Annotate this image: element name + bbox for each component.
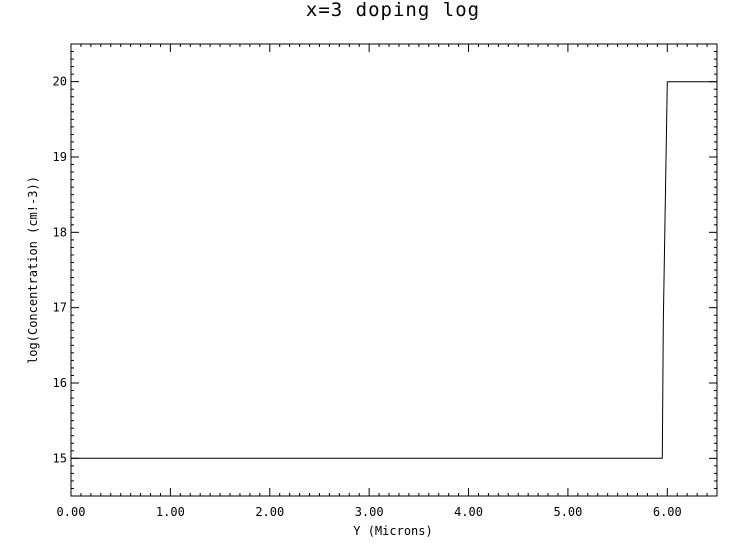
y-axis-label: log(Concentration (cm!-3)) (26, 176, 40, 364)
x-tick-label: 3.00 (355, 505, 384, 519)
x-tick-label: 4.00 (454, 505, 483, 519)
x-tick-label: 0.00 (57, 505, 86, 519)
axis-ticks (70, 43, 718, 497)
x-tick-labels: 0.00 1.00 2.00 3.00 4.00 5.00 6.00 (57, 505, 682, 519)
y-tick-label: 18 (53, 225, 67, 239)
x-tick-label: 1.00 (156, 505, 185, 519)
y-tick-label: 20 (53, 75, 67, 89)
y-tick-label: 15 (53, 451, 67, 465)
y-tick-label: 16 (53, 376, 67, 390)
series-line (71, 81, 717, 459)
x-axis-label: Y (Microns) (353, 524, 432, 538)
x-tick-label: 5.00 (553, 505, 582, 519)
y-tick-label: 19 (53, 150, 67, 164)
y-tick-label: 17 (53, 301, 67, 315)
x-tick-label: 6.00 (653, 505, 682, 519)
y-tick-labels: 15 16 17 18 19 20 (53, 75, 67, 466)
x-tick-label: 2.00 (255, 505, 284, 519)
plot-frame (70, 43, 718, 497)
chart-title: x=3 doping log (306, 0, 480, 21)
